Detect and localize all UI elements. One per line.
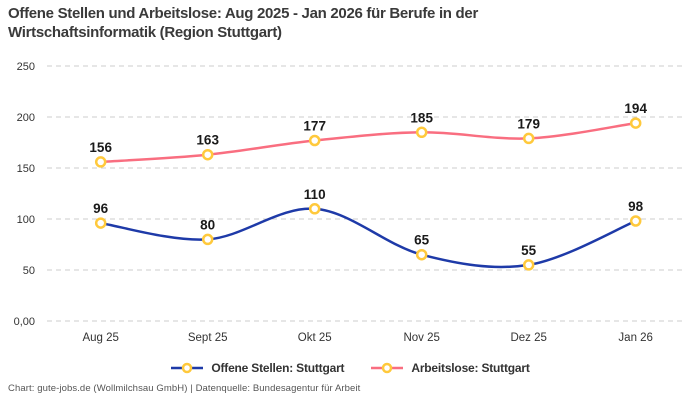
data-point-marker[interactable] [522,132,535,145]
chart-legend: Offene Stellen: Stuttgart Arbeitslose: St… [0,361,700,375]
y-axis-tick-label: 250 [17,61,35,73]
data-point-label: 80 [200,217,215,232]
data-point-label: 185 [410,110,433,125]
legend-label: Offene Stellen: Stuttgart [211,361,345,375]
data-point-label: 194 [624,101,647,116]
data-point-marker[interactable] [94,217,107,229]
y-axis-tick-label: 0,00 [14,316,35,328]
data-point-marker[interactable] [308,134,321,147]
data-point-marker[interactable] [415,248,428,261]
y-axis-tick-label: 50 [23,265,35,277]
x-axis-tick-label: Nov 25 [403,332,439,344]
data-point-label: 98 [628,199,644,214]
data-point-marker[interactable] [201,148,214,161]
data-point-marker[interactable] [415,126,428,139]
legend-item-arbeitslose-stuttgart[interactable]: Arbeitslose: Stuttgart [370,361,530,375]
legend-item-offene-stellen-stuttgart[interactable]: Offene Stellen: Stuttgart [170,361,345,375]
y-axis-tick-label: 200 [17,112,35,124]
data-point-marker[interactable] [94,156,107,168]
data-point-label: 65 [414,233,430,248]
x-axis-tick-label: Aug 25 [82,332,118,344]
data-point-marker[interactable] [629,215,642,227]
chart-title-line1: Offene Stellen und Arbeitslose: Aug 2025… [8,5,478,22]
x-axis-tick-label: Jan 26 [618,332,653,344]
chart-title-line2: Wirtschaftsinformatik (Region Stuttgart) [8,24,282,41]
chart-title: Offene Stellen und Arbeitslose: Aug 2025… [8,4,648,42]
series-line-offene-stellen-stuttgart [99,207,637,269]
data-point-label: 55 [521,243,537,258]
y-axis-tick-label: 100 [17,214,35,226]
x-axis-tick-label: Okt 25 [298,332,332,344]
data-point-marker[interactable] [308,203,321,215]
x-axis-tick-label: Sept 25 [188,332,228,344]
x-axis-tick-label: Dez 25 [510,332,546,344]
legend-marker-icon [171,362,204,374]
data-point-label: 110 [304,187,326,202]
data-point-label: 96 [93,201,109,216]
data-point-label: 163 [196,133,219,148]
chart-canvas: 0,00 50 100 150 200 250 Aug 25 Sept 25 Okt 25 Nov… [14,61,684,344]
data-point-marker[interactable] [522,259,535,271]
chart-footer-credit: Chart: gute-jobs.de (Wollmilchsau GmbH) … [8,383,361,394]
data-point-marker[interactable] [629,117,642,129]
legend-label: Arbeitslose: Stuttgart [411,361,530,375]
data-point-label: 179 [517,116,540,131]
series-line-arbeitslose-stuttgart [99,121,637,164]
legend-marker-icon [371,362,404,374]
data-point-marker[interactable] [201,233,214,246]
data-point-label: 177 [303,119,326,134]
data-point-label: 156 [89,140,112,155]
y-axis-tick-label: 150 [17,163,35,175]
